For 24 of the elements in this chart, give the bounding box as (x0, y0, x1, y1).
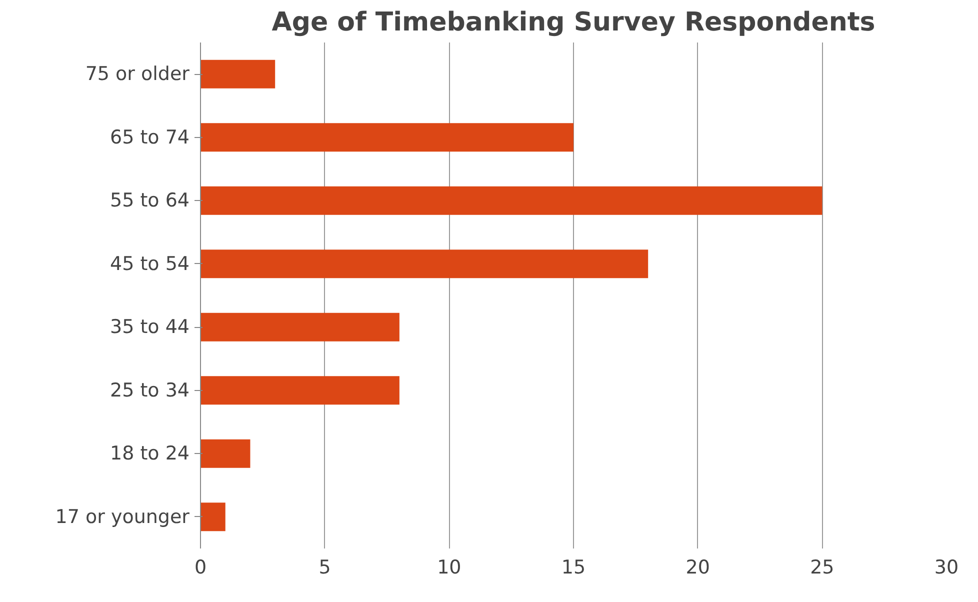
x-tick-label: 30 (934, 556, 959, 578)
x-tick-label: 15 (561, 556, 586, 578)
bar (200, 439, 250, 468)
x-tick-label: 25 (810, 556, 834, 578)
y-tick-label: 17 or younger (55, 506, 190, 528)
bar (200, 123, 574, 152)
chart-title: Age of Timebanking Survey Respondents (272, 8, 876, 38)
x-tick-label: 0 (194, 556, 207, 578)
y-tick-label: 25 to 34 (110, 379, 190, 402)
y-tick-label: 18 to 24 (110, 442, 190, 465)
bar (200, 186, 822, 215)
y-tick-label: 65 to 74 (110, 126, 190, 148)
y-tick-label: 35 to 44 (110, 316, 190, 338)
bar (200, 250, 648, 278)
y-tick-label: 55 to 64 (110, 190, 190, 212)
bar (200, 502, 226, 532)
y-tick-label: 45 to 54 (110, 252, 190, 275)
bar (200, 376, 400, 405)
bar (200, 60, 276, 88)
x-tick-label: 20 (686, 556, 710, 578)
x-tick-label: 10 (437, 556, 462, 578)
x-tick-label: 5 (318, 556, 331, 578)
bar (200, 312, 400, 342)
y-tick-label: 75 or older (85, 63, 190, 86)
